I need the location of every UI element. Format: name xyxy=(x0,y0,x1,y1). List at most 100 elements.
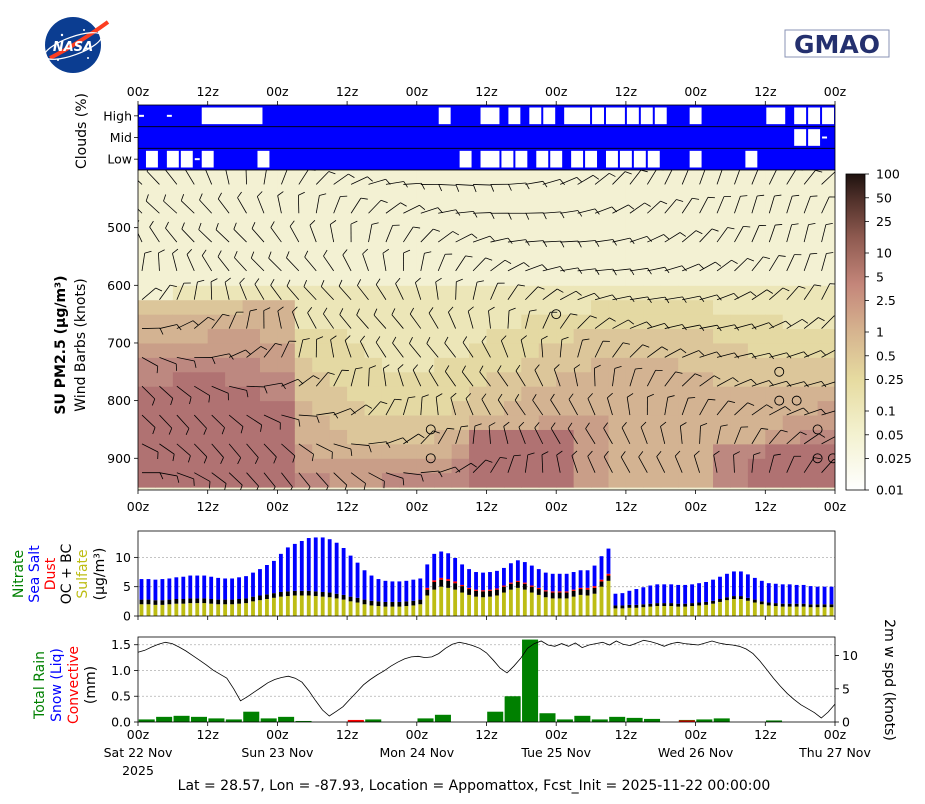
pm25-cell xyxy=(817,400,835,416)
wind-barb-flag xyxy=(365,404,373,409)
wind-barb xyxy=(198,229,212,243)
pm25-cell xyxy=(486,443,505,459)
pm25-cell xyxy=(347,458,366,474)
wind-barb xyxy=(455,184,474,186)
wind-barb xyxy=(503,426,509,444)
wind-barb xyxy=(350,472,366,484)
wind-barb xyxy=(254,284,265,300)
pm25-cell xyxy=(713,429,731,445)
pm25-cell xyxy=(155,198,174,229)
bar-oc-bc xyxy=(773,603,778,607)
bar-sea-salt xyxy=(780,584,785,604)
wind-barb-flag xyxy=(268,251,272,259)
wind-barb xyxy=(751,225,760,243)
wind-barb xyxy=(481,399,491,416)
bar-sea-salt xyxy=(508,563,513,583)
wind-barb-flag xyxy=(834,171,835,173)
cloud-gap xyxy=(640,107,653,125)
pm25-cell xyxy=(503,371,522,387)
wind-barb-flag xyxy=(642,344,650,348)
pm25-cell xyxy=(399,472,418,488)
wind-barb-flag xyxy=(700,422,708,427)
wind-barb xyxy=(315,472,329,487)
wind-barb-flag xyxy=(747,258,755,262)
pm25-cell xyxy=(573,357,592,373)
wind-barb-flag xyxy=(775,224,783,226)
bar-sea-salt xyxy=(251,572,255,597)
pm25-cell xyxy=(416,256,435,272)
wind-barb xyxy=(515,370,526,387)
pm25-cell xyxy=(747,256,766,272)
wind-barb-flag xyxy=(355,367,363,370)
wind-barb xyxy=(567,428,578,445)
pm25-cell xyxy=(242,256,261,272)
wind-barb-flag xyxy=(708,398,716,401)
pm25-cell xyxy=(765,270,784,286)
wind-barb xyxy=(323,255,335,272)
wind-barb xyxy=(647,234,664,243)
bar-oc-bc xyxy=(711,600,715,604)
wind-barb-flag xyxy=(392,336,397,344)
wind-barb xyxy=(138,208,143,214)
wind-barb-flag xyxy=(292,306,298,313)
wind-barb xyxy=(395,283,404,300)
bar-sea-salt xyxy=(759,580,764,602)
bar-oc-bc xyxy=(815,604,820,608)
wind-barb-flag xyxy=(720,424,728,427)
wind-barb xyxy=(629,236,648,243)
wind-barb-flag xyxy=(260,346,268,351)
bar-sea-salt xyxy=(711,579,715,601)
colorbar-tick-label: 5 xyxy=(876,269,884,284)
pm25-cell xyxy=(277,299,296,315)
bar-sulfate xyxy=(508,589,513,616)
wind-barb-flag xyxy=(537,286,545,290)
wind-barb-flag xyxy=(485,257,493,261)
wind-barb xyxy=(768,255,780,272)
bar-sulfate xyxy=(258,600,262,616)
wind-barb-flag xyxy=(409,307,415,315)
pm25-cell xyxy=(138,472,156,488)
bar-sea-salt xyxy=(397,581,402,602)
year-label: 2025 xyxy=(122,763,154,778)
bar-sea-salt xyxy=(446,553,451,580)
bar-oc-bc xyxy=(146,599,151,605)
pm25-cell xyxy=(556,342,575,358)
bar-total-rain xyxy=(696,719,713,722)
bar-sulfate xyxy=(794,606,799,616)
wind-barb-flag xyxy=(360,335,366,342)
wind-barb-flag xyxy=(311,454,314,462)
wind-barb-flag xyxy=(644,202,651,207)
pm25-cell xyxy=(660,443,679,459)
wind-barb xyxy=(713,454,718,473)
wind-barb xyxy=(455,255,466,272)
pm25-cell xyxy=(434,270,453,286)
bar-dust xyxy=(529,585,534,587)
pm25-cell xyxy=(381,285,400,301)
wind-barb-flag xyxy=(656,450,662,457)
wind-barb xyxy=(438,184,457,186)
wind-barb xyxy=(146,171,160,185)
bar-oc-bc xyxy=(578,589,583,595)
bar-sea-salt xyxy=(794,584,799,604)
cloud-gap xyxy=(689,107,702,125)
wind-barb xyxy=(612,368,616,387)
pm25-cell xyxy=(643,270,662,286)
wind-barb-flag xyxy=(380,401,388,405)
wind-barb xyxy=(245,170,247,185)
pm25-cell xyxy=(207,299,226,315)
wind-barb xyxy=(163,200,178,214)
pm25-cell xyxy=(347,299,366,315)
pm25-cell xyxy=(521,400,540,416)
wind-barb-flag xyxy=(239,277,245,284)
bar-oc-bc xyxy=(320,591,325,597)
bar-sulfate xyxy=(613,608,618,616)
pm25-cell xyxy=(730,198,749,229)
wind-barb xyxy=(542,266,561,272)
pm25-cell xyxy=(678,472,697,488)
cloud-gap xyxy=(619,150,632,168)
pm25-cell xyxy=(451,285,470,301)
pm25-cell xyxy=(451,299,470,315)
wind-barb-flag xyxy=(609,172,616,177)
wind-barb xyxy=(263,343,276,358)
pm25-cell xyxy=(730,429,749,445)
